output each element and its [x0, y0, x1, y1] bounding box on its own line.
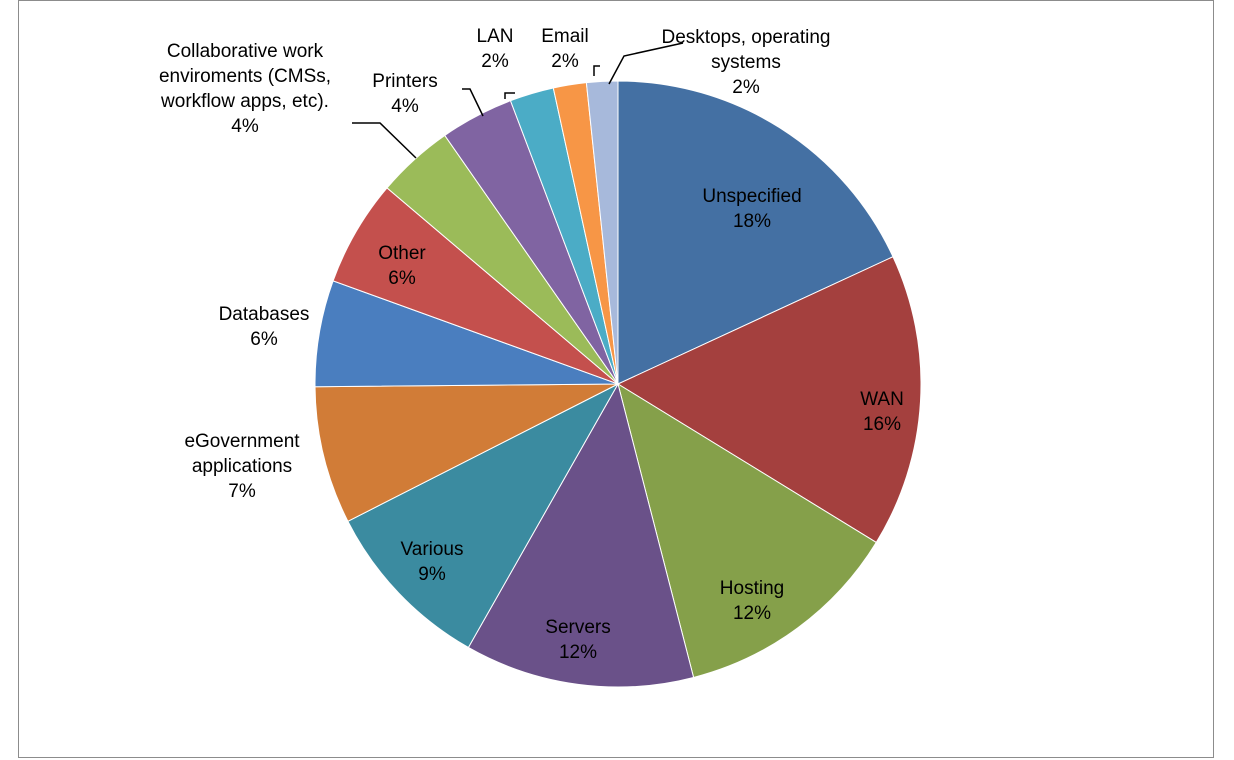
data-label-pct-desktops-operating-systems: 2%	[732, 77, 760, 98]
data-label-wan: WAN	[860, 389, 904, 410]
pie-slice-hosting	[617, 382, 877, 679]
data-label-lan: LAN	[477, 26, 514, 47]
data-label-egovernment-applications-line-2: applications	[192, 456, 292, 477]
leader-line-email	[593, 65, 600, 76]
leader-line-lan	[504, 92, 515, 99]
pie-slice-wan	[616, 256, 922, 544]
data-label-pct-databases: 6%	[250, 329, 278, 350]
data-label-collaborative-work-enviroments-cmss-workflow-apps-etc-line-2: enviroments (CMSs,	[159, 66, 331, 87]
leader-line-printers	[462, 88, 484, 117]
leader-line-desktops-operating-systems	[608, 42, 684, 85]
data-label-email: Email	[541, 26, 589, 47]
data-label-pct-other: 6%	[388, 268, 416, 289]
data-label-desktops-operating-systems-line-1: Desktops, operating	[662, 27, 831, 48]
data-label-pct-collaborative-work-enviroments-cmss-workflow-apps-etc: 4%	[231, 116, 259, 137]
data-label-servers: Servers	[545, 617, 610, 638]
data-label-pct-lan: 2%	[481, 51, 509, 72]
data-label-collaborative-work-enviroments-cmss-workflow-apps-etc-line-3: workflow apps, etc).	[160, 91, 329, 112]
data-label-desktops-operating-systems-line-2: systems	[711, 52, 781, 73]
data-label-other: Other	[378, 243, 426, 264]
data-label-pct-email: 2%	[551, 51, 579, 72]
data-label-pct-various: 9%	[418, 564, 446, 585]
pie-slice-desktops-operating-systems	[585, 80, 619, 385]
pie-slice-various	[347, 382, 620, 649]
data-label-pct-egovernment-applications: 7%	[228, 481, 256, 502]
data-label-pct-unspecified: 18%	[733, 211, 771, 232]
leader-line-collaborative-work-enviroments-cmss-workflow-apps-etc	[352, 122, 417, 159]
data-label-pct-servers: 12%	[559, 642, 597, 663]
data-label-hosting: Hosting	[720, 578, 784, 599]
data-label-unspecified: Unspecified	[702, 186, 801, 207]
pie-slice-unspecified	[617, 80, 894, 385]
data-label-printers: Printers	[372, 71, 437, 92]
data-label-various: Various	[400, 539, 463, 560]
data-label-databases: Databases	[219, 304, 310, 325]
pie-slice-egovernment-applications	[314, 383, 619, 522]
data-label-egovernment-applications-line-1: eGovernment	[184, 431, 300, 452]
data-label-collaborative-work-enviroments-cmss-workflow-apps-etc-line-1: Collaborative work	[167, 41, 324, 62]
data-label-pct-printers: 4%	[391, 96, 419, 117]
data-label-pct-hosting: 12%	[733, 603, 771, 624]
pie-slice-servers	[467, 382, 695, 688]
data-label-pct-wan: 16%	[863, 414, 901, 435]
